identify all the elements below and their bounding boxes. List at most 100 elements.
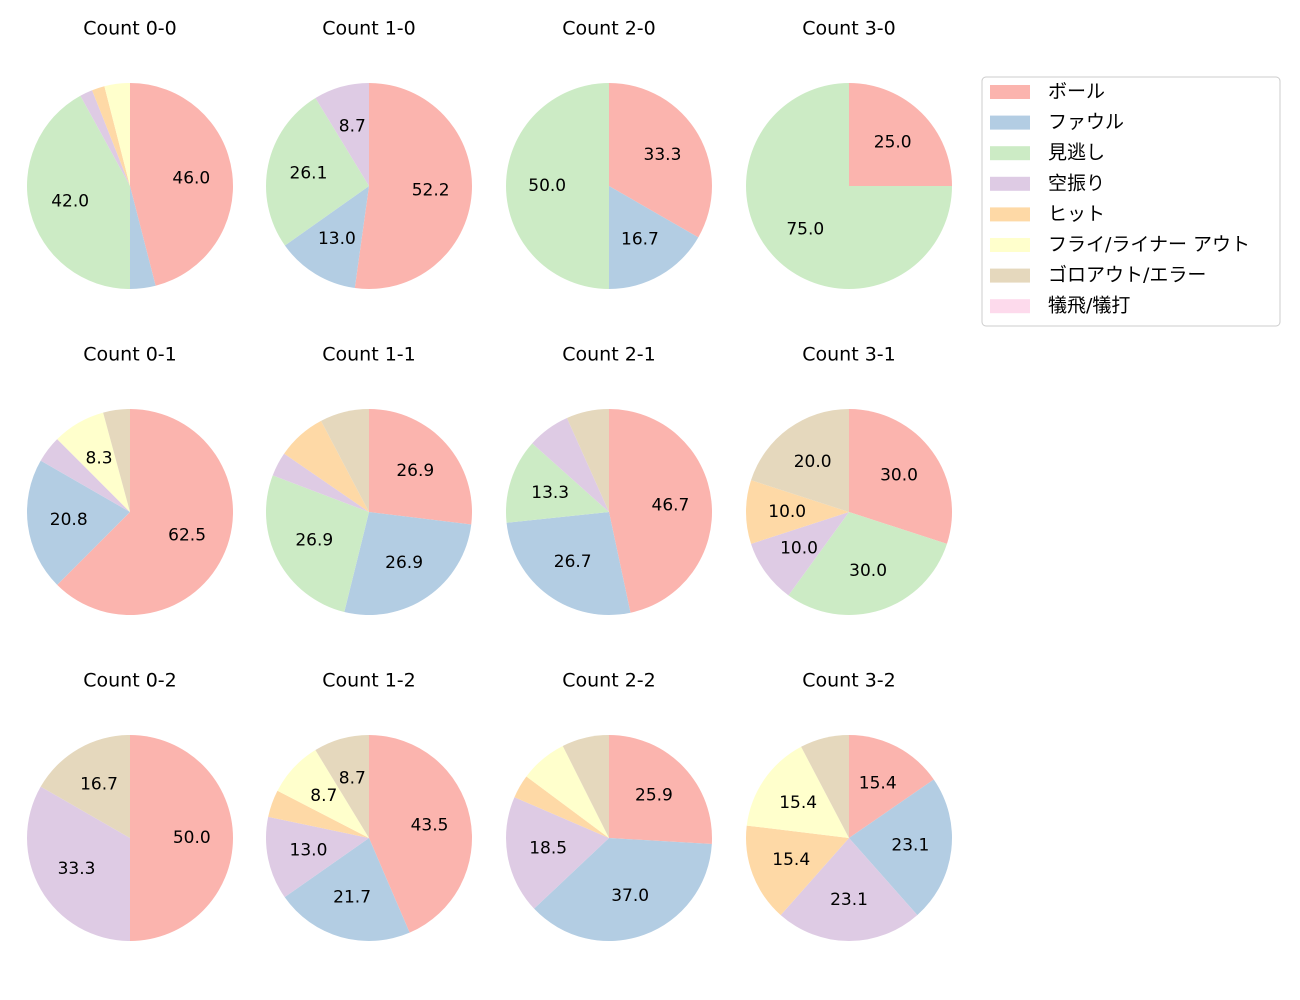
- pie-slice: [788, 512, 947, 615]
- value-label: 8.7: [310, 786, 337, 806]
- pie-slice: [532, 417, 609, 512]
- pie-slice: [130, 83, 233, 286]
- legend-swatch: [990, 238, 1030, 252]
- chart-title: Count 2-1: [562, 344, 656, 366]
- pie-slice: [57, 409, 234, 615]
- pie-slice: [284, 186, 369, 289]
- pie-slice: [321, 409, 369, 512]
- pie-slice: [526, 745, 609, 838]
- value-label: 26.9: [295, 531, 333, 551]
- legend-label: ゴロアウト/エラー: [1048, 264, 1206, 286]
- pie-slice: [26, 95, 130, 289]
- value-label: 26.1: [290, 163, 328, 183]
- pie-slice: [849, 409, 952, 544]
- pie-slice: [751, 409, 849, 512]
- pie-slice: [27, 460, 130, 585]
- value-label: 10.0: [780, 538, 818, 558]
- legend-box: [981, 76, 1281, 327]
- legend-swatch: [990, 115, 1030, 130]
- pie-slice: [745, 825, 849, 916]
- value-label: 13.0: [290, 840, 328, 860]
- value-label: 26.9: [385, 553, 423, 573]
- value-label: 8.7: [339, 768, 366, 788]
- chart-title: Count 2-2: [562, 670, 656, 692]
- pie-slice: [746, 746, 849, 838]
- pie-slice: [92, 86, 130, 186]
- pie-slice: [315, 735, 369, 838]
- legend-swatch: [990, 85, 1030, 99]
- pie-slice: [266, 475, 369, 612]
- legend-swatch: [990, 146, 1030, 161]
- pie-slice: [746, 83, 952, 289]
- legend-label: ファウル: [1048, 111, 1124, 133]
- value-label: 30.0: [849, 561, 887, 581]
- pie-slice: [506, 797, 609, 909]
- legend-label: フライ/ライナー アウト: [1048, 234, 1250, 256]
- value-label: 37.0: [611, 886, 649, 906]
- pie-slice: [40, 735, 130, 838]
- value-label: 16.7: [621, 229, 659, 249]
- pie-slice: [284, 838, 410, 941]
- value-label: 13.0: [318, 229, 356, 249]
- pie-slice: [506, 443, 609, 523]
- chart-title: Count 0-2: [83, 670, 177, 692]
- pie-slice: [369, 735, 472, 933]
- chart-title: Count 2-0: [562, 18, 656, 40]
- value-label: 26.7: [554, 552, 592, 572]
- pie-slice: [566, 409, 609, 512]
- pie-slice: [849, 735, 934, 838]
- value-label: 10.0: [768, 502, 806, 522]
- legend-label: ヒット: [1048, 203, 1105, 225]
- pie-slice: [272, 453, 369, 512]
- chart-title: Count 3-0: [802, 18, 896, 40]
- legend-swatch: [990, 299, 1030, 314]
- pie-slice: [609, 186, 699, 289]
- value-label: 15.4: [859, 773, 897, 793]
- value-label: 62.5: [168, 526, 206, 546]
- pie-slice: [534, 838, 712, 941]
- value-label: 8.3: [86, 449, 113, 469]
- chart-title: Count 3-2: [802, 670, 896, 692]
- legend-label: 空振り: [1048, 172, 1105, 194]
- value-label: 52.2: [412, 180, 450, 200]
- pie-slice: [849, 83, 952, 186]
- value-label: 18.5: [529, 839, 567, 859]
- pie-slice: [265, 816, 369, 898]
- pie-slice: [506, 512, 631, 615]
- pie-slice: [130, 186, 156, 289]
- pie-slice: [277, 750, 369, 838]
- pie-slice: [801, 735, 849, 838]
- value-label: 25.0: [874, 132, 912, 152]
- value-label: 75.0: [786, 220, 824, 240]
- legend-swatch: [990, 176, 1030, 191]
- legend-label: ボール: [1048, 81, 1105, 103]
- legend-swatch: [990, 207, 1030, 222]
- pie-slice: [609, 735, 712, 844]
- pie-slice: [315, 83, 369, 186]
- chart-title: Count 3-1: [802, 344, 896, 366]
- value-label: 33.3: [58, 859, 96, 879]
- value-label: 50.0: [173, 828, 211, 848]
- pie-slice: [80, 90, 130, 186]
- chart-title: Count 1-0: [322, 18, 416, 40]
- value-label: 15.4: [772, 850, 810, 870]
- value-label: 15.4: [779, 793, 817, 813]
- chart-title: Count 1-2: [322, 670, 416, 692]
- legend-swatch: [990, 268, 1030, 283]
- pie-slice: [369, 409, 472, 525]
- pie-slice: [130, 735, 233, 941]
- pie-slice: [265, 98, 369, 246]
- chart-title: Count 1-1: [322, 344, 416, 366]
- value-label: 16.7: [80, 775, 118, 795]
- legend-label: 見逃し: [1048, 142, 1105, 164]
- pie-slice: [780, 838, 918, 941]
- value-label: 25.9: [635, 786, 673, 806]
- pie-slice: [284, 420, 369, 512]
- pie-slice: [104, 83, 130, 186]
- pie-slice: [27, 786, 131, 941]
- value-label: 20.8: [50, 510, 88, 530]
- pie-slice: [57, 412, 131, 512]
- value-label: 23.1: [830, 890, 868, 910]
- value-label: 46.0: [172, 168, 210, 188]
